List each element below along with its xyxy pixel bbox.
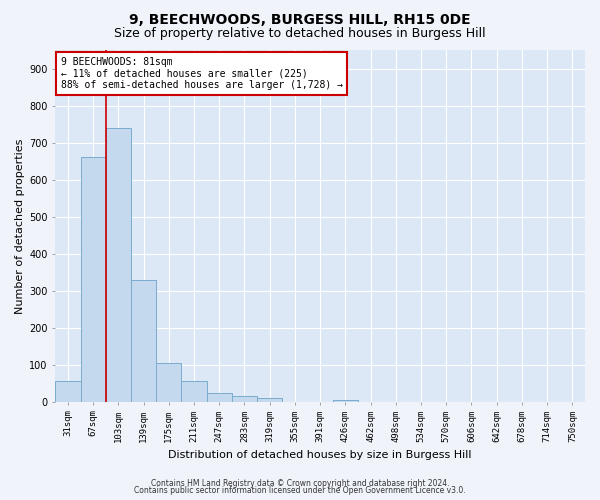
Bar bbox=[232, 396, 257, 402]
Bar bbox=[333, 400, 358, 402]
Text: Contains HM Land Registry data © Crown copyright and database right 2024.: Contains HM Land Registry data © Crown c… bbox=[151, 478, 449, 488]
Bar bbox=[156, 363, 181, 402]
Bar bbox=[181, 382, 206, 402]
Bar bbox=[206, 392, 232, 402]
Text: Size of property relative to detached houses in Burgess Hill: Size of property relative to detached ho… bbox=[114, 28, 486, 40]
Bar bbox=[80, 158, 106, 402]
Text: 9, BEECHWOODS, BURGESS HILL, RH15 0DE: 9, BEECHWOODS, BURGESS HILL, RH15 0DE bbox=[129, 12, 471, 26]
Y-axis label: Number of detached properties: Number of detached properties bbox=[15, 138, 25, 314]
Text: 9 BEECHWOODS: 81sqm
← 11% of detached houses are smaller (225)
88% of semi-detac: 9 BEECHWOODS: 81sqm ← 11% of detached ho… bbox=[61, 57, 343, 90]
Bar bbox=[55, 382, 80, 402]
Text: Contains public sector information licensed under the Open Government Licence v3: Contains public sector information licen… bbox=[134, 486, 466, 495]
Bar bbox=[131, 280, 156, 402]
Bar bbox=[106, 128, 131, 402]
X-axis label: Distribution of detached houses by size in Burgess Hill: Distribution of detached houses by size … bbox=[169, 450, 472, 460]
Bar bbox=[257, 398, 283, 402]
